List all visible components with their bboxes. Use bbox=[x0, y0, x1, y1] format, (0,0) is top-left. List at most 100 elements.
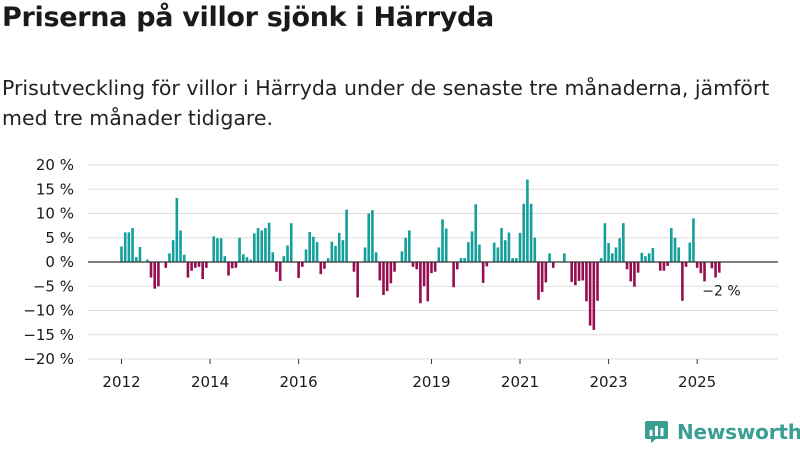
chart-subtitle: Prisutveckling för villor i Härryda unde… bbox=[2, 76, 770, 130]
bar bbox=[256, 228, 260, 262]
bar bbox=[503, 240, 507, 262]
y-tick-label: −5 % bbox=[33, 277, 74, 295]
x-tick-label: 2014 bbox=[191, 373, 229, 391]
y-tick-label: 5 % bbox=[45, 229, 74, 247]
bar bbox=[515, 258, 518, 262]
bar bbox=[382, 262, 385, 295]
bar bbox=[315, 242, 319, 262]
bar bbox=[282, 256, 286, 262]
y-tick-label: 0 % bbox=[45, 253, 74, 271]
bar bbox=[286, 245, 289, 262]
bar bbox=[378, 262, 382, 281]
bar bbox=[629, 262, 633, 282]
bar bbox=[264, 228, 267, 262]
bar bbox=[341, 240, 345, 262]
y-tick-label: −20 % bbox=[23, 350, 74, 368]
bar bbox=[684, 262, 688, 267]
x-tick-label: 2019 bbox=[412, 373, 450, 391]
bar bbox=[389, 262, 393, 284]
bar bbox=[323, 262, 326, 269]
bar bbox=[241, 254, 245, 262]
bar bbox=[131, 228, 134, 262]
bar bbox=[651, 247, 655, 262]
bar bbox=[197, 262, 201, 267]
bar bbox=[219, 238, 223, 262]
y-axis: 20 % 15 % 10 % 5 % 0 % −5 % −10 % −15 % −20 % bbox=[23, 156, 74, 368]
bar bbox=[551, 262, 555, 268]
bar bbox=[633, 262, 636, 287]
bar bbox=[227, 262, 230, 276]
bar bbox=[636, 262, 640, 273]
bar bbox=[149, 262, 153, 278]
bar bbox=[352, 262, 356, 272]
bar bbox=[304, 249, 308, 262]
bar bbox=[411, 262, 415, 267]
bar bbox=[544, 262, 548, 283]
bar bbox=[385, 262, 389, 292]
bar bbox=[526, 179, 529, 262]
bar bbox=[138, 246, 142, 262]
bar bbox=[278, 262, 282, 281]
bar bbox=[175, 197, 179, 262]
bar bbox=[703, 262, 706, 282]
bar bbox=[596, 262, 599, 301]
bar bbox=[408, 230, 411, 262]
bar bbox=[563, 253, 566, 262]
bar bbox=[249, 259, 252, 262]
bar bbox=[522, 203, 526, 262]
bar bbox=[334, 246, 337, 262]
bar bbox=[644, 256, 647, 262]
bar bbox=[253, 233, 256, 262]
bar bbox=[356, 262, 359, 298]
bar bbox=[267, 222, 271, 262]
bar bbox=[444, 228, 448, 262]
bar bbox=[452, 262, 455, 288]
y-tick-label: 10 % bbox=[36, 205, 74, 223]
bar bbox=[496, 247, 500, 262]
bar bbox=[179, 230, 182, 262]
bar bbox=[363, 247, 367, 262]
bar bbox=[308, 231, 311, 262]
bar bbox=[190, 262, 193, 271]
bar bbox=[404, 237, 407, 262]
bar bbox=[337, 232, 341, 262]
bar bbox=[577, 262, 581, 281]
bar bbox=[182, 254, 186, 262]
bar bbox=[455, 262, 459, 270]
bar bbox=[481, 262, 485, 283]
bar bbox=[614, 247, 618, 262]
bar bbox=[607, 243, 610, 262]
bar bbox=[194, 262, 197, 268]
bar bbox=[492, 242, 496, 262]
x-tick-label: 2023 bbox=[589, 373, 627, 391]
bar bbox=[367, 213, 371, 262]
bar bbox=[289, 223, 293, 262]
bar bbox=[238, 237, 241, 262]
bar bbox=[201, 262, 204, 279]
newsworthy-brand: Newsworthy bbox=[644, 419, 800, 444]
bar bbox=[467, 242, 470, 262]
bar bbox=[234, 262, 238, 268]
bar bbox=[574, 262, 577, 286]
bar bbox=[426, 262, 430, 302]
bar bbox=[127, 232, 131, 262]
y-tick-label: 15 % bbox=[36, 180, 74, 198]
bar bbox=[393, 262, 396, 272]
bar bbox=[134, 257, 138, 262]
bar bbox=[717, 262, 721, 273]
bar bbox=[478, 244, 481, 262]
bar bbox=[670, 228, 673, 262]
bar bbox=[419, 262, 422, 304]
bar bbox=[374, 252, 378, 262]
bar bbox=[216, 238, 219, 262]
bar bbox=[537, 262, 540, 300]
bar bbox=[714, 262, 717, 278]
bar bbox=[603, 223, 607, 262]
bar bbox=[422, 262, 426, 287]
bar bbox=[710, 262, 714, 269]
bar bbox=[610, 253, 614, 262]
end-value-label: −2 % bbox=[702, 284, 740, 300]
bar bbox=[146, 259, 149, 262]
bar bbox=[699, 262, 703, 274]
bar bbox=[301, 262, 304, 267]
